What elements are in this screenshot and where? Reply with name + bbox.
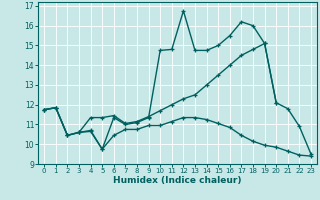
X-axis label: Humidex (Indice chaleur): Humidex (Indice chaleur) <box>113 176 242 185</box>
